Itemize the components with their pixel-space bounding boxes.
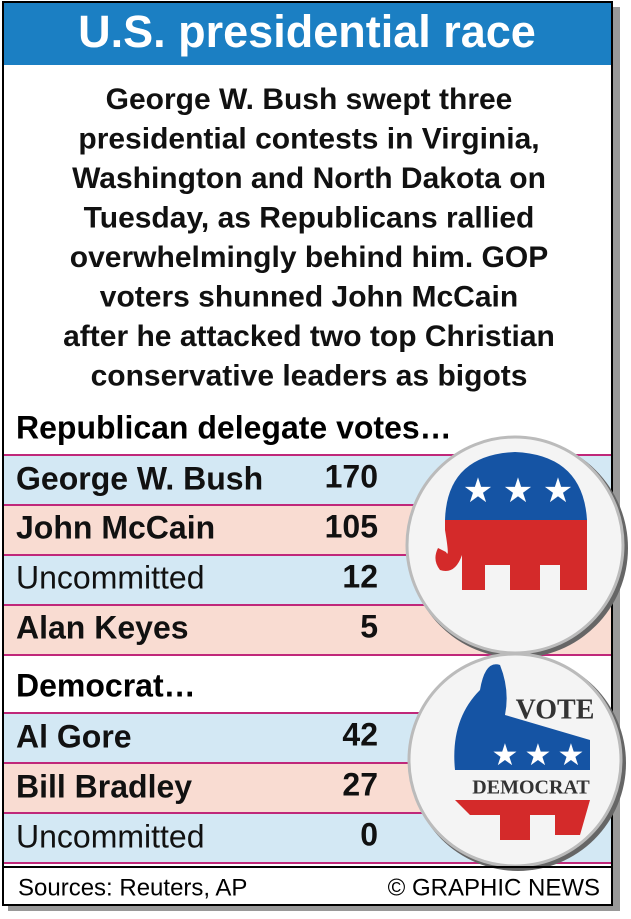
credit: © GRAPHIC NEWS bbox=[388, 874, 600, 901]
votes: 42 bbox=[342, 716, 378, 752]
intro-line: overwhelmingly behind him. GOP bbox=[70, 241, 548, 274]
svg-text:★: ★ bbox=[558, 739, 585, 772]
svg-text:★: ★ bbox=[543, 472, 573, 510]
section-heading: Republican delegate votes… bbox=[16, 409, 452, 445]
intro-line: after he attacked two top Christian bbox=[63, 320, 555, 353]
donkey-top bbox=[454, 664, 590, 770]
candidate: Alan Keyes bbox=[16, 609, 189, 645]
svg-text:★: ★ bbox=[525, 739, 552, 772]
stars: ★ ★ ★ bbox=[463, 472, 573, 510]
republican-logo: ★ ★ ★ bbox=[405, 435, 628, 658]
candidate: John McCain bbox=[16, 509, 215, 545]
svg-text:★: ★ bbox=[463, 472, 493, 510]
stars: ★ ★ ★ bbox=[492, 739, 585, 772]
svg-text:★: ★ bbox=[503, 472, 533, 510]
votes: 170 bbox=[325, 458, 378, 494]
title: U.S. presidential race bbox=[78, 6, 536, 57]
candidate: Uncommitted bbox=[16, 559, 205, 595]
intro-line: presidential contests in Virginia, bbox=[78, 122, 539, 155]
intro-line: George W. Bush swept three bbox=[106, 83, 513, 116]
logo-vote: VOTE bbox=[516, 694, 595, 725]
donkey-bottom bbox=[455, 800, 590, 840]
votes: 12 bbox=[342, 558, 378, 594]
intro-line: Washington and North Dakota on bbox=[72, 162, 546, 195]
candidate: Al Gore bbox=[16, 718, 132, 754]
svg-text:★: ★ bbox=[492, 739, 519, 772]
candidate: Bill Bradley bbox=[16, 768, 192, 804]
title-bar bbox=[4, 3, 611, 65]
votes: 27 bbox=[342, 766, 378, 802]
candidate: Uncommitted bbox=[16, 818, 205, 854]
intro-line: Tuesday, as Republicans rallied bbox=[84, 201, 535, 234]
intro-line: conservative leaders as bigots bbox=[91, 359, 528, 392]
votes: 5 bbox=[360, 608, 378, 644]
democrat-logo: ★ ★ ★ VOTE DEMOCRAT bbox=[407, 652, 626, 871]
votes: 105 bbox=[325, 508, 378, 544]
source: Sources: Reuters, AP bbox=[18, 874, 247, 901]
elephant-top bbox=[445, 452, 587, 520]
logo-party: DEMOCRAT bbox=[472, 777, 590, 799]
section-heading: Democrat… bbox=[16, 667, 196, 703]
intro-line: voters shunned John McCain bbox=[100, 280, 518, 313]
elephant-bottom bbox=[435, 520, 587, 590]
intro: George W. Bush swept three presidential c… bbox=[63, 83, 555, 393]
candidate: George W. Bush bbox=[16, 460, 263, 496]
votes: 0 bbox=[360, 816, 378, 852]
